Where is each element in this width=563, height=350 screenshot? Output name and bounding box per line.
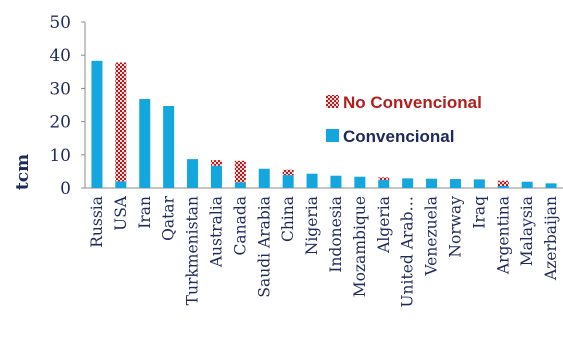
- bar-convencional: [354, 176, 366, 188]
- bar-convencional: [449, 179, 461, 188]
- bar-convencional: [426, 178, 438, 188]
- x-tick-label: Iraq: [470, 196, 488, 229]
- legend: No Convencional Convencional: [326, 93, 482, 146]
- x-tick-label: Nigeria: [303, 196, 321, 255]
- bar-no-convencional: [497, 180, 509, 187]
- bar-convencional: [378, 180, 390, 188]
- x-tick-label: Mozambique: [351, 196, 369, 297]
- y-tick-label: 30: [49, 79, 71, 99]
- y-tick-label: 0: [60, 179, 71, 199]
- bar-convencional: [497, 186, 509, 188]
- x-tick-label: Turkmenistan: [184, 196, 202, 305]
- axes: [81, 21, 563, 189]
- x-tick-label: Indonesia: [327, 196, 345, 273]
- bar-convencional: [139, 99, 151, 188]
- y-tick-label: 50: [49, 13, 71, 33]
- legend-label-convencional: Convencional: [343, 127, 454, 146]
- bar-no-convencional: [282, 169, 294, 176]
- bars: [91, 60, 557, 188]
- x-tick-labels: Russia USA Iran Qatar Turkmenistan Australia C…: [88, 195, 560, 307]
- bar-convencional: [402, 178, 414, 188]
- bar-convencional: [234, 182, 246, 188]
- x-tick-label: Malaysia: [518, 196, 536, 266]
- bar-convencional: [163, 105, 175, 188]
- x-tick-label: Iran: [136, 196, 154, 229]
- y-tick-label: 20: [49, 113, 71, 133]
- x-tick-label: Canada: [231, 196, 249, 256]
- bar-convencional: [91, 60, 103, 188]
- x-tick-label: Azerbaijan: [542, 196, 560, 281]
- x-tick-label: USA: [112, 195, 130, 231]
- bar-no-convencional: [210, 160, 222, 166]
- legend-swatch-no-convencional: [326, 95, 339, 108]
- bar-convencional: [210, 165, 222, 188]
- bar-convencional: [115, 181, 127, 188]
- bar-convencional: [258, 168, 270, 188]
- legend-swatch-convencional: [326, 129, 339, 142]
- x-tick-label: Qatar: [160, 195, 178, 240]
- bar-no-convencional: [378, 177, 390, 181]
- y-tick-label: 40: [49, 46, 71, 66]
- bar-convencional: [473, 179, 485, 188]
- x-tick-label: Saudi Arabia: [255, 196, 273, 298]
- x-tick-label: Norway: [446, 196, 464, 258]
- x-tick-label: Russia: [88, 196, 106, 248]
- y-axis-label: tcm: [13, 154, 33, 190]
- bar-convencional: [187, 159, 199, 188]
- bar-no-convencional: [115, 62, 127, 182]
- x-tick-label: Australia: [207, 196, 225, 268]
- x-tick-label: United Arab…: [399, 196, 417, 308]
- y-tick-label: 10: [49, 146, 71, 166]
- x-tick-label: Algeria: [375, 196, 393, 254]
- x-tick-label: China: [279, 196, 297, 242]
- bar-convencional: [330, 175, 342, 188]
- bar-convencional: [282, 175, 294, 188]
- x-tick-label: Venezuela: [423, 196, 441, 277]
- bar-convencional: [545, 183, 557, 188]
- bar-convencional: [521, 181, 533, 188]
- bar-convencional: [306, 173, 318, 188]
- y-tick-labels: 0 10 20 30 40 50: [49, 13, 71, 199]
- x-tick-label: Argentina: [494, 196, 512, 275]
- legend-label-no-convencional: No Convencional: [343, 93, 482, 112]
- bar-no-convencional: [234, 160, 246, 183]
